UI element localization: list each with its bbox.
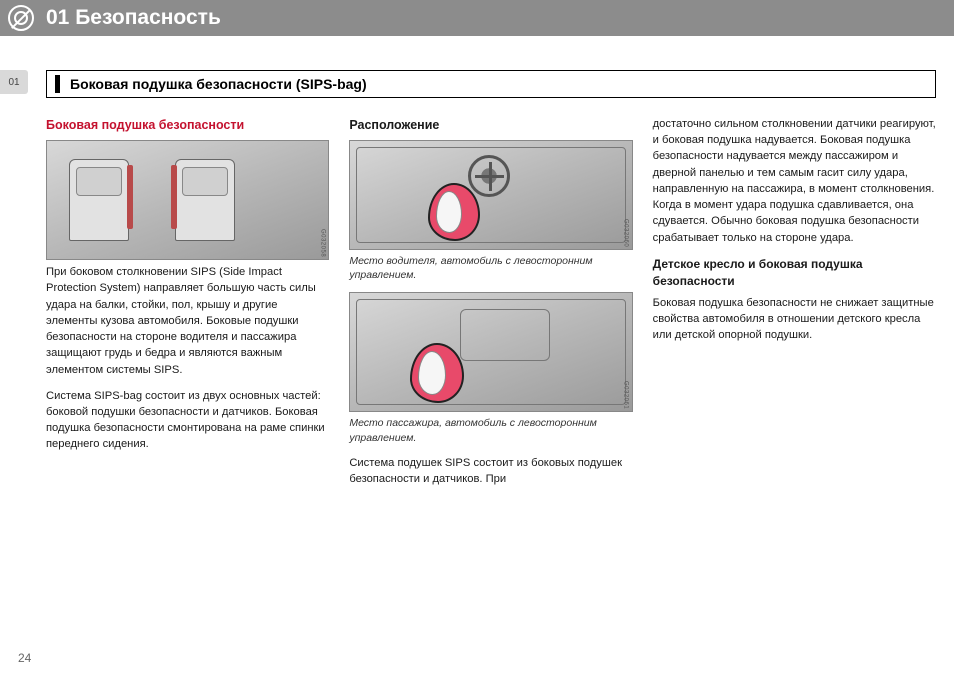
chapter-title: 01 Безопасность [46,6,221,30]
side-tab: 01 [0,70,28,94]
col2-heading: Расположение [349,116,632,134]
airbag-driver-outer [428,183,480,241]
figure-code-1: G032058 [318,229,327,257]
dashboard-outline [460,309,550,361]
airbag-passenger-outer [410,343,464,403]
airbag-passenger-inner [418,351,446,395]
figure-code-3: G032061 [621,381,630,409]
chapter-header: 01 Безопасность [0,0,954,36]
figure-code-2: G032060 [621,219,630,247]
section-title: Боковая подушка безопасности (SIPS-bag) [70,76,367,92]
airbag-strip-right [171,165,177,229]
column-1: Боковая подушка безопасности G032058 При… [46,116,329,497]
seat-left [69,159,129,241]
airbag-driver-inner [436,191,462,233]
figure-passenger: G032061 [349,292,632,412]
section-stripe [55,75,60,93]
column-2: Расположение G032060 Место водителя, авт… [349,116,632,497]
col3-p2: Боковая подушка безопасности не снижает … [653,295,936,344]
col3-subheading: Детское кресло и боковая подушка безопас… [653,256,936,291]
figure-driver: G032060 [349,140,632,250]
section-heading-bar: Боковая подушка безопасности (SIPS-bag) [46,70,936,98]
caption-driver: Место водителя, автомобиль с левосторонн… [349,254,632,282]
airbag-strip-left [127,165,133,229]
seat-right [175,159,235,241]
content-columns: Боковая подушка безопасности G032058 При… [46,116,936,497]
side-tab-label: 01 [8,77,19,88]
col3-p1: достаточно сильном столкновении датчики … [653,116,936,246]
figure-seats: G032058 [46,140,329,260]
col1-p1: При боковом столкновении SIPS (Side Impa… [46,264,329,378]
col1-p2: Система SIPS-bag состоит из двух основны… [46,388,329,453]
caption-passenger: Место пассажира, автомобиль с левосторон… [349,416,632,444]
no-symbol-icon [8,5,34,31]
col2-p1: Система подушек SIPS состоит из боковых … [349,455,632,487]
col1-heading: Боковая подушка безопасности [46,116,329,134]
column-3: достаточно сильном столкновении датчики … [653,116,936,497]
page-number: 24 [18,651,31,665]
